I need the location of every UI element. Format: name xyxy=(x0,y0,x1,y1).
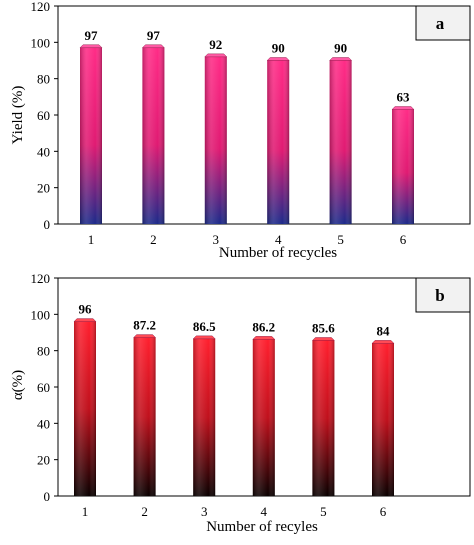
bar-shading xyxy=(142,47,165,225)
x-tick-label: 1 xyxy=(82,504,89,519)
data-label: 63 xyxy=(397,90,411,105)
y-tick-label: 80 xyxy=(37,344,50,359)
y-tick-label: 0 xyxy=(44,217,51,232)
x-tick-label: 6 xyxy=(400,232,407,247)
y-tick-label: 100 xyxy=(31,35,51,50)
panel-b-label: b xyxy=(435,286,444,305)
y-tick-label: 40 xyxy=(37,144,50,159)
data-label: 90 xyxy=(334,41,347,56)
x-tick-label: 2 xyxy=(150,232,157,247)
y-tick-label: 20 xyxy=(37,181,50,196)
data-label: 90 xyxy=(272,41,285,56)
panel-a-y-ticks: 0 20 40 60 80 100 120 xyxy=(31,0,58,232)
bar-cap xyxy=(371,340,395,344)
bar-cap xyxy=(73,318,97,322)
bar-cap xyxy=(391,106,415,110)
bar-shading xyxy=(204,56,227,224)
x-tick-label: 1 xyxy=(88,232,95,247)
panel-a-x-axis-label: Number of recycles xyxy=(219,245,337,261)
y-tick-label: 60 xyxy=(37,380,50,395)
bar-shading xyxy=(80,47,102,225)
bar-cap xyxy=(329,57,353,61)
panel-b-label-box xyxy=(415,277,471,313)
x-tick-label: 3 xyxy=(213,232,220,247)
data-label: 86.2 xyxy=(252,319,275,334)
data-label: 92 xyxy=(209,37,222,52)
bar-shading xyxy=(252,339,275,496)
panel-b-x-axis-label: Number of recyles xyxy=(206,519,318,535)
y-tick-label: 100 xyxy=(31,307,51,322)
data-label: 87.2 xyxy=(133,318,156,333)
data-label: 97 xyxy=(147,28,161,43)
bar-shading xyxy=(329,60,352,224)
y-tick-label: 40 xyxy=(37,416,50,431)
bar-cap xyxy=(79,44,103,48)
panel-a-label: a xyxy=(436,14,445,33)
x-tick-label: 4 xyxy=(261,504,268,519)
data-label: 84 xyxy=(377,323,391,338)
panel-a-y-axis-label: Yield (%) xyxy=(10,86,26,145)
bar-cap xyxy=(192,335,216,340)
panel-a-bars: 97 97 92 90 90 63 xyxy=(79,28,415,225)
panel-b-bars: 96 87.2 86.5 86.2 85.6 84 xyxy=(73,302,395,496)
x-tick-label: 3 xyxy=(201,504,208,519)
bar-cap xyxy=(266,57,290,61)
y-tick-label: 80 xyxy=(37,72,50,87)
panel-a-x-ticks: 1 2 3 4 5 6 xyxy=(88,232,407,247)
bar-shading xyxy=(74,321,96,496)
y-tick-label: 0 xyxy=(44,489,51,504)
panel-b-y-ticks: 0 20 40 60 80 100 120 xyxy=(31,271,58,504)
y-tick-label: 60 xyxy=(37,108,50,123)
bar-cap xyxy=(133,334,157,338)
y-tick-label: 120 xyxy=(31,0,51,14)
bar-cap xyxy=(252,336,276,340)
bar-shading xyxy=(372,343,394,496)
bar-shading xyxy=(392,109,414,224)
bar-cap xyxy=(204,53,228,58)
bar-cap xyxy=(311,337,335,341)
panel-b: 0 20 40 60 80 100 120 96 87.2 86.5 86.2 85.6 84 1 2 3… xyxy=(10,271,471,535)
panel-a: 0 20 40 60 80 100 120 97 97 92 90 90 63 1 2 3 4 5 6 Yiel… xyxy=(10,0,471,261)
bar-shading xyxy=(267,60,290,224)
x-tick-label: 5 xyxy=(337,232,344,247)
bar-cap xyxy=(141,44,165,48)
panel-a-label-box xyxy=(415,5,471,41)
y-tick-label: 120 xyxy=(31,271,51,286)
x-tick-label: 4 xyxy=(275,232,282,247)
panel-b-x-ticks: 1 2 3 4 5 6 xyxy=(82,504,387,519)
data-label: 96 xyxy=(79,302,93,317)
data-label: 97 xyxy=(85,28,99,43)
x-tick-label: 2 xyxy=(141,504,148,519)
bar-shading xyxy=(193,338,216,496)
data-label: 86.5 xyxy=(193,319,216,334)
x-tick-label: 5 xyxy=(320,504,327,519)
bar-shading xyxy=(133,337,156,496)
x-tick-label: 6 xyxy=(380,504,387,519)
data-label: 85.6 xyxy=(312,320,335,335)
bar-shading xyxy=(312,340,335,496)
y-tick-label: 20 xyxy=(37,453,50,468)
panel-b-y-axis-label: α(%) xyxy=(10,370,26,400)
